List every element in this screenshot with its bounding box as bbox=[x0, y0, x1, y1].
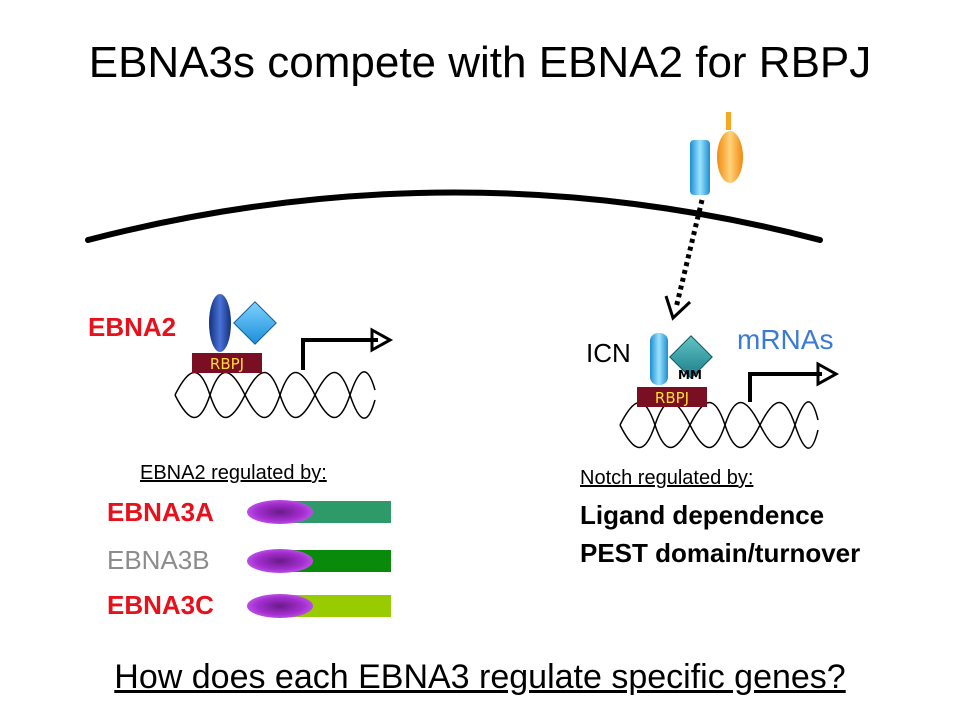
ebna3b-head-icon bbox=[247, 549, 313, 573]
left-promoter-arrow-icon bbox=[301, 338, 378, 370]
page-title: EBNA3s compete with EBNA2 for RBPJ bbox=[88, 38, 872, 87]
ebna2-label: EBNA2 bbox=[88, 312, 177, 342]
cleavage-dotted-arrow bbox=[673, 199, 705, 309]
ligand-stem-icon bbox=[726, 112, 731, 130]
right-rbpj-binding-diamond-icon bbox=[669, 335, 713, 379]
mrnas-label: mRNAs bbox=[737, 324, 834, 355]
notch-regulation-item: Ligand dependence bbox=[580, 500, 825, 530]
right-dna-helix-icon bbox=[619, 401, 819, 449]
left-dna-helix-icon bbox=[174, 371, 376, 419]
ebna3b-protein bbox=[247, 549, 391, 573]
left-promoter-arrow-head-icon bbox=[370, 327, 394, 353]
left-rbpj-box bbox=[192, 353, 262, 373]
left-rbpj-binding-diamond-icon bbox=[233, 301, 277, 345]
ligand-icon bbox=[717, 131, 743, 183]
ebna3c-head-icon bbox=[247, 594, 313, 618]
ebna3b-label: EBNA3B bbox=[107, 545, 210, 575]
right-rbpj-label: RBPJ bbox=[655, 389, 689, 407]
notch-regulation-item: PEST domain/turnover bbox=[580, 538, 861, 568]
notch-regulated-heading: Notch regulated by: bbox=[580, 467, 754, 489]
ebna2-regulated-heading: EBNA2 regulated by: bbox=[140, 462, 327, 484]
icn-label: ICN bbox=[586, 338, 631, 368]
notch-receptor-icon bbox=[690, 140, 710, 195]
ebna3c-protein bbox=[247, 594, 391, 618]
right-promoter-arrow-head-icon bbox=[816, 361, 840, 387]
ebna3b-bar bbox=[285, 550, 391, 572]
ebna3c-label: EBNA3C bbox=[107, 590, 214, 620]
ebna3a-head-icon bbox=[247, 500, 313, 524]
cleavage-arrow-head-icon bbox=[664, 295, 692, 321]
membrane-arc bbox=[85, 189, 823, 243]
ebna3a-label: EBNA3A bbox=[107, 497, 214, 527]
ebna3c-bar bbox=[285, 595, 391, 617]
icn-protein-icon bbox=[650, 333, 668, 385]
ebna3a-bar bbox=[285, 501, 391, 523]
question-text: How does each EBNA3 regulate specific ge… bbox=[114, 658, 846, 696]
ebna2-protein-icon bbox=[209, 294, 231, 352]
right-promoter-arrow-icon bbox=[748, 372, 822, 402]
left-rbpj-label: RBPJ bbox=[210, 355, 244, 373]
ebna3a-protein bbox=[247, 500, 391, 524]
mm-label: MM bbox=[678, 368, 702, 382]
right-rbpj-box bbox=[637, 387, 707, 407]
